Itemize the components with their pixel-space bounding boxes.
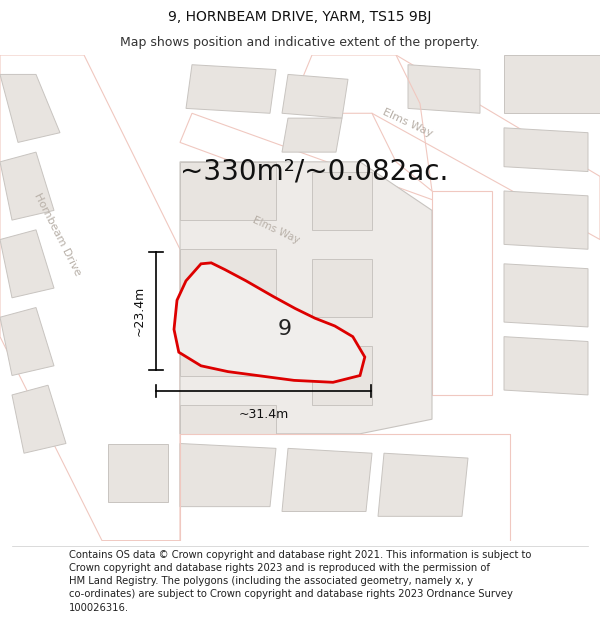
- Polygon shape: [282, 118, 342, 152]
- Polygon shape: [12, 385, 66, 453]
- Text: Elms Way: Elms Way: [382, 107, 434, 139]
- Polygon shape: [186, 65, 276, 113]
- Polygon shape: [0, 308, 54, 376]
- Polygon shape: [504, 337, 588, 395]
- Polygon shape: [0, 230, 54, 298]
- Text: ~330m²/~0.082ac.: ~330m²/~0.082ac.: [180, 158, 448, 186]
- Text: Map shows position and indicative extent of the property.: Map shows position and indicative extent…: [120, 36, 480, 49]
- Polygon shape: [174, 263, 365, 382]
- Text: ~23.4m: ~23.4m: [132, 286, 145, 336]
- Text: Elms Way: Elms Way: [251, 214, 301, 245]
- Polygon shape: [180, 113, 462, 239]
- Polygon shape: [312, 259, 372, 318]
- Polygon shape: [180, 327, 276, 376]
- Polygon shape: [432, 191, 492, 395]
- Polygon shape: [108, 444, 168, 502]
- Polygon shape: [180, 162, 276, 220]
- Polygon shape: [180, 404, 276, 434]
- Text: ~31.4m: ~31.4m: [238, 408, 289, 421]
- Polygon shape: [378, 453, 468, 516]
- Polygon shape: [180, 249, 276, 298]
- Text: 9, HORNBEAM DRIVE, YARM, TS15 9BJ: 9, HORNBEAM DRIVE, YARM, TS15 9BJ: [169, 9, 431, 24]
- Polygon shape: [504, 128, 588, 171]
- Polygon shape: [180, 444, 276, 507]
- Polygon shape: [0, 152, 54, 220]
- Polygon shape: [408, 65, 480, 113]
- Polygon shape: [288, 55, 600, 239]
- Polygon shape: [282, 448, 372, 511]
- Polygon shape: [0, 74, 60, 142]
- Text: Hornbeam Drive: Hornbeam Drive: [32, 192, 82, 278]
- Polygon shape: [180, 162, 432, 434]
- Polygon shape: [0, 55, 180, 541]
- Text: 9: 9: [277, 319, 292, 339]
- Text: Contains OS data © Crown copyright and database right 2021. This information is : Contains OS data © Crown copyright and d…: [69, 550, 531, 612]
- Polygon shape: [312, 346, 372, 404]
- Polygon shape: [282, 74, 348, 118]
- Polygon shape: [504, 55, 600, 113]
- Polygon shape: [504, 191, 588, 249]
- Polygon shape: [312, 171, 372, 230]
- Polygon shape: [504, 264, 588, 327]
